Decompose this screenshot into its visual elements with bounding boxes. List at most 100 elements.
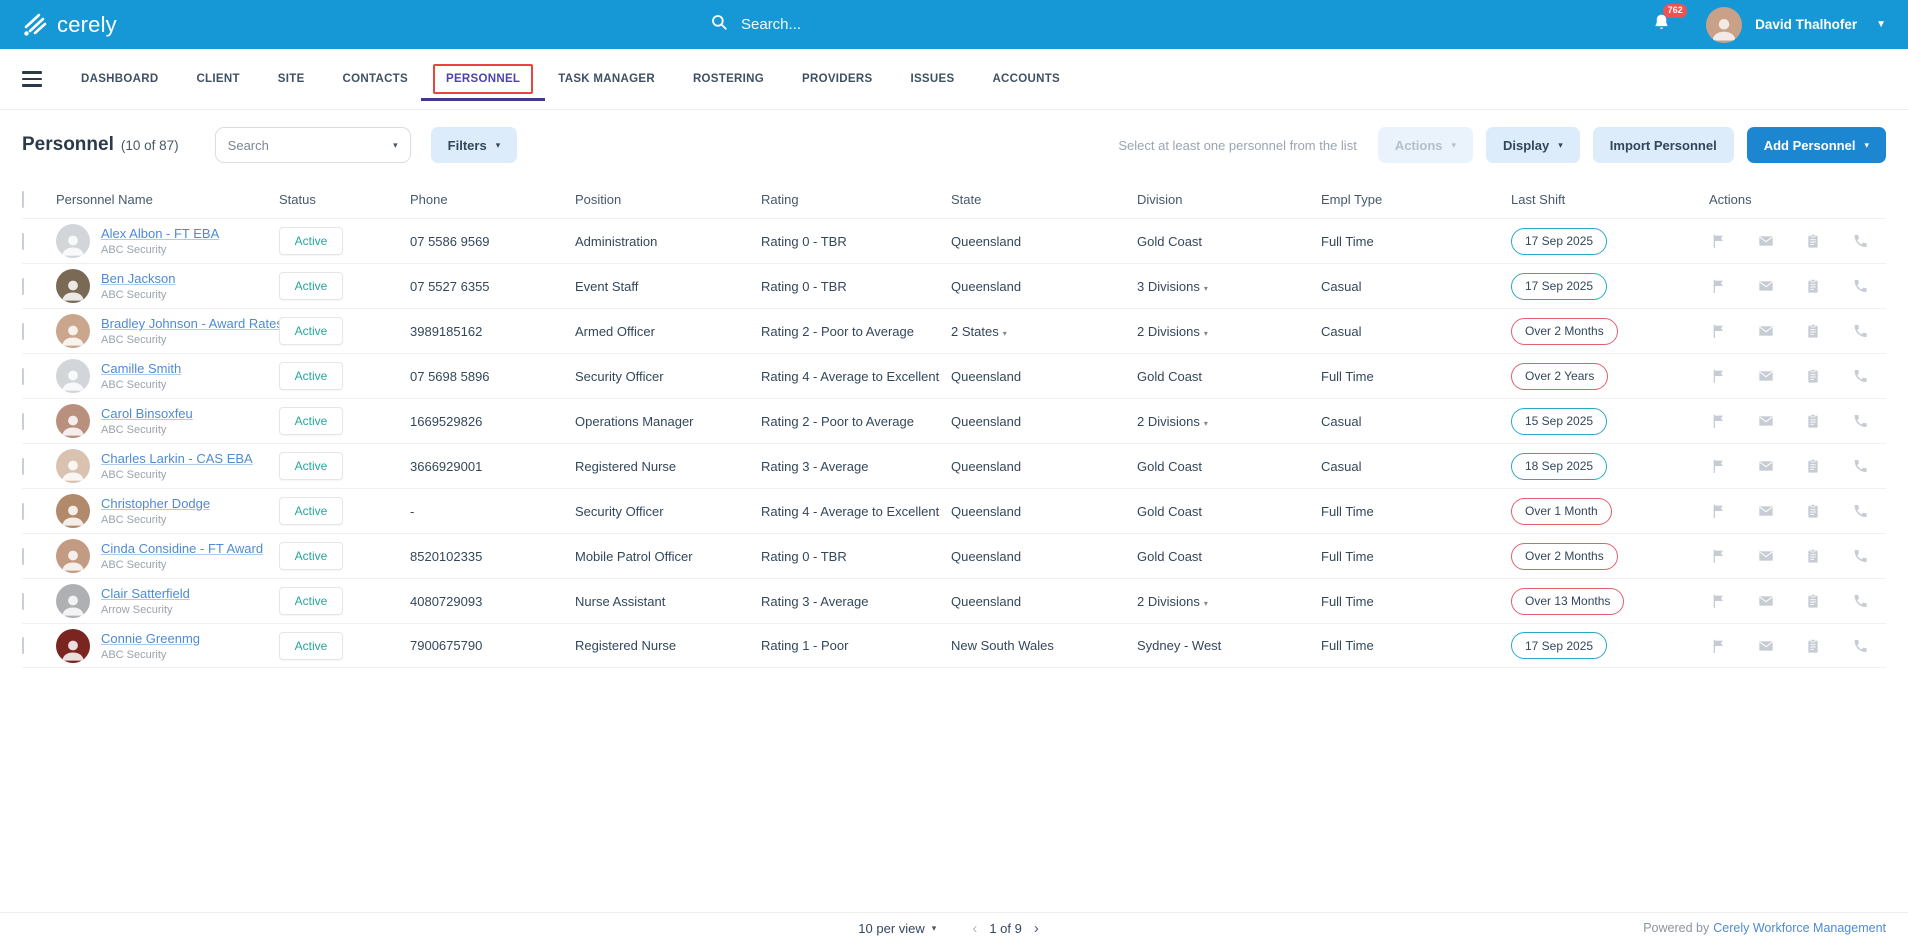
status-badge[interactable]: Active [279, 497, 343, 525]
division-dropdown-caret-icon[interactable]: ▾ [1203, 283, 1208, 293]
global-search-input[interactable] [741, 16, 971, 33]
division-dropdown-caret-icon[interactable]: ▾ [1203, 418, 1208, 428]
tab-personnel[interactable]: PERSONNEL [420, 64, 546, 101]
row-checkbox[interactable] [22, 367, 24, 385]
status-badge[interactable]: Active [279, 317, 343, 345]
tab-rostering[interactable]: ROSTERING [692, 73, 765, 85]
status-badge[interactable]: Active [279, 272, 343, 300]
mail-icon[interactable] [1758, 413, 1774, 429]
personnel-name-link[interactable]: Charles Larkin - CAS EBA [101, 451, 253, 466]
row-checkbox[interactable] [22, 547, 24, 565]
row-checkbox[interactable] [22, 457, 24, 475]
brand-logo[interactable]: cerely [22, 12, 117, 38]
previous-page-button[interactable]: ‹ [972, 919, 978, 937]
row-checkbox[interactable] [22, 592, 24, 610]
tab-issues[interactable]: ISSUES [910, 73, 955, 85]
tab-task-manager[interactable]: TASK MANAGER [558, 73, 655, 85]
phone-icon[interactable] [1852, 323, 1868, 339]
clipboard-icon[interactable] [1805, 323, 1821, 339]
phone-icon[interactable] [1852, 593, 1868, 609]
personnel-name-link[interactable]: Connie Greenmg [101, 630, 200, 646]
mail-icon[interactable] [1758, 593, 1774, 609]
status-badge[interactable]: Active [279, 227, 343, 255]
clipboard-icon[interactable] [1805, 638, 1821, 654]
phone-icon[interactable] [1852, 233, 1868, 249]
tab-dashboard[interactable]: DASHBOARD [81, 73, 159, 85]
actions-button[interactable]: Actions ▾ [1377, 127, 1474, 163]
flag-icon[interactable] [1711, 458, 1727, 474]
row-checkbox[interactable] [22, 412, 24, 430]
phone-icon[interactable] [1852, 413, 1868, 429]
mail-icon[interactable] [1758, 323, 1774, 339]
phone-icon[interactable] [1852, 548, 1868, 564]
tab-client[interactable]: CLIENT [196, 73, 240, 85]
next-page-button[interactable]: › [1033, 919, 1039, 937]
flag-icon[interactable] [1711, 323, 1727, 339]
display-button[interactable]: Display ▾ [1486, 127, 1580, 163]
state-dropdown-caret-icon[interactable]: ▾ [1002, 328, 1007, 338]
personnel-name-link[interactable]: Clair Satterfield [101, 586, 190, 601]
tab-providers[interactable]: PROVIDERS [802, 73, 873, 85]
per-view-select[interactable]: 10 per view ▾ [858, 920, 937, 936]
flag-icon[interactable] [1711, 548, 1727, 564]
mail-icon[interactable] [1758, 503, 1774, 519]
clipboard-icon[interactable] [1805, 503, 1821, 519]
row-checkbox[interactable] [22, 277, 24, 295]
status-badge[interactable]: Active [279, 587, 343, 615]
flag-icon[interactable] [1711, 278, 1727, 294]
phone-icon[interactable] [1852, 638, 1868, 654]
add-personnel-button[interactable]: Add Personnel ▾ [1746, 127, 1886, 163]
mail-icon[interactable] [1758, 278, 1774, 294]
personnel-name-link[interactable]: Bradley Johnson - Award Rates [101, 316, 283, 331]
row-checkbox[interactable] [22, 502, 24, 520]
select-all-checkbox[interactable] [22, 190, 24, 208]
clipboard-icon[interactable] [1805, 413, 1821, 429]
flag-icon[interactable] [1711, 413, 1727, 429]
status-badge[interactable]: Active [279, 631, 343, 660]
personnel-name-link[interactable]: Ben Jackson [101, 271, 176, 286]
clipboard-icon[interactable] [1805, 278, 1821, 294]
menu-icon[interactable] [22, 71, 42, 87]
row-checkbox[interactable] [22, 637, 24, 654]
clipboard-icon[interactable] [1805, 368, 1821, 384]
phone-icon[interactable] [1852, 458, 1868, 474]
personnel-name-link[interactable]: Camille Smith [101, 361, 182, 376]
personnel-name-link[interactable]: Christopher Dodge [101, 496, 211, 511]
powered-by-link[interactable]: Cerely Workforce Management [1713, 921, 1886, 935]
status-badge[interactable]: Active [279, 542, 343, 570]
clipboard-icon[interactable] [1805, 233, 1821, 249]
phone-icon[interactable] [1852, 503, 1868, 519]
flag-icon[interactable] [1711, 503, 1727, 519]
flag-icon[interactable] [1711, 233, 1727, 249]
personnel-name-link[interactable]: Carol Binsoxfeu [101, 406, 193, 421]
personnel-name-link[interactable]: Alex Albon - FT EBA [101, 226, 220, 241]
notification-bell[interactable]: 762 [1652, 3, 1688, 38]
tab-accounts[interactable]: ACCOUNTS [992, 73, 1061, 85]
tab-site[interactable]: SITE [277, 73, 305, 85]
user-name[interactable]: David Thalhofer [1755, 17, 1858, 32]
import-personnel-button[interactable]: Import Personnel [1592, 127, 1734, 163]
division-dropdown-caret-icon[interactable]: ▾ [1203, 328, 1208, 338]
division-dropdown-caret-icon[interactable]: ▾ [1203, 598, 1208, 608]
clipboard-icon[interactable] [1805, 458, 1821, 474]
mail-icon[interactable] [1758, 368, 1774, 384]
status-badge[interactable]: Active [279, 362, 343, 390]
flag-icon[interactable] [1711, 368, 1727, 384]
phone-icon[interactable] [1852, 278, 1868, 294]
phone-icon[interactable] [1852, 368, 1868, 384]
tab-contacts[interactable]: CONTACTS [342, 73, 408, 85]
personnel-search-select[interactable]: Search ▾ [214, 127, 411, 163]
mail-icon[interactable] [1758, 458, 1774, 474]
user-avatar[interactable] [1706, 6, 1743, 43]
flag-icon[interactable] [1711, 638, 1727, 654]
mail-icon[interactable] [1758, 638, 1774, 654]
global-search[interactable] [710, 0, 971, 49]
flag-icon[interactable] [1711, 593, 1727, 609]
status-badge[interactable]: Active [279, 407, 343, 435]
mail-icon[interactable] [1758, 548, 1774, 564]
row-checkbox[interactable] [22, 322, 24, 340]
filters-button[interactable]: Filters ▾ [430, 127, 518, 163]
user-menu-caret-icon[interactable]: ▼ [1876, 19, 1886, 30]
clipboard-icon[interactable] [1805, 593, 1821, 609]
row-checkbox[interactable] [22, 232, 24, 250]
